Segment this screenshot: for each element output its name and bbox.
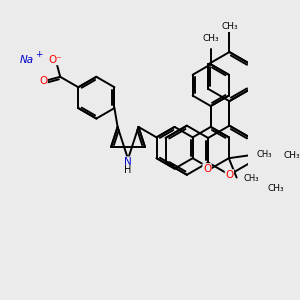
Text: CH₃: CH₃ [268,184,284,193]
Text: Na: Na [20,55,34,65]
Text: O: O [203,164,211,174]
Text: CH₃: CH₃ [244,174,259,183]
Text: CH₃: CH₃ [284,151,300,160]
Text: N: N [124,157,132,167]
Text: CH₃: CH₃ [202,34,219,43]
Text: O⁻: O⁻ [49,55,62,65]
Text: O: O [39,76,47,86]
Text: CH₃: CH₃ [256,150,272,159]
Text: H: H [124,165,132,175]
Text: CH₃: CH₃ [221,22,238,31]
Text: +: + [35,50,43,59]
Text: O: O [225,170,233,180]
